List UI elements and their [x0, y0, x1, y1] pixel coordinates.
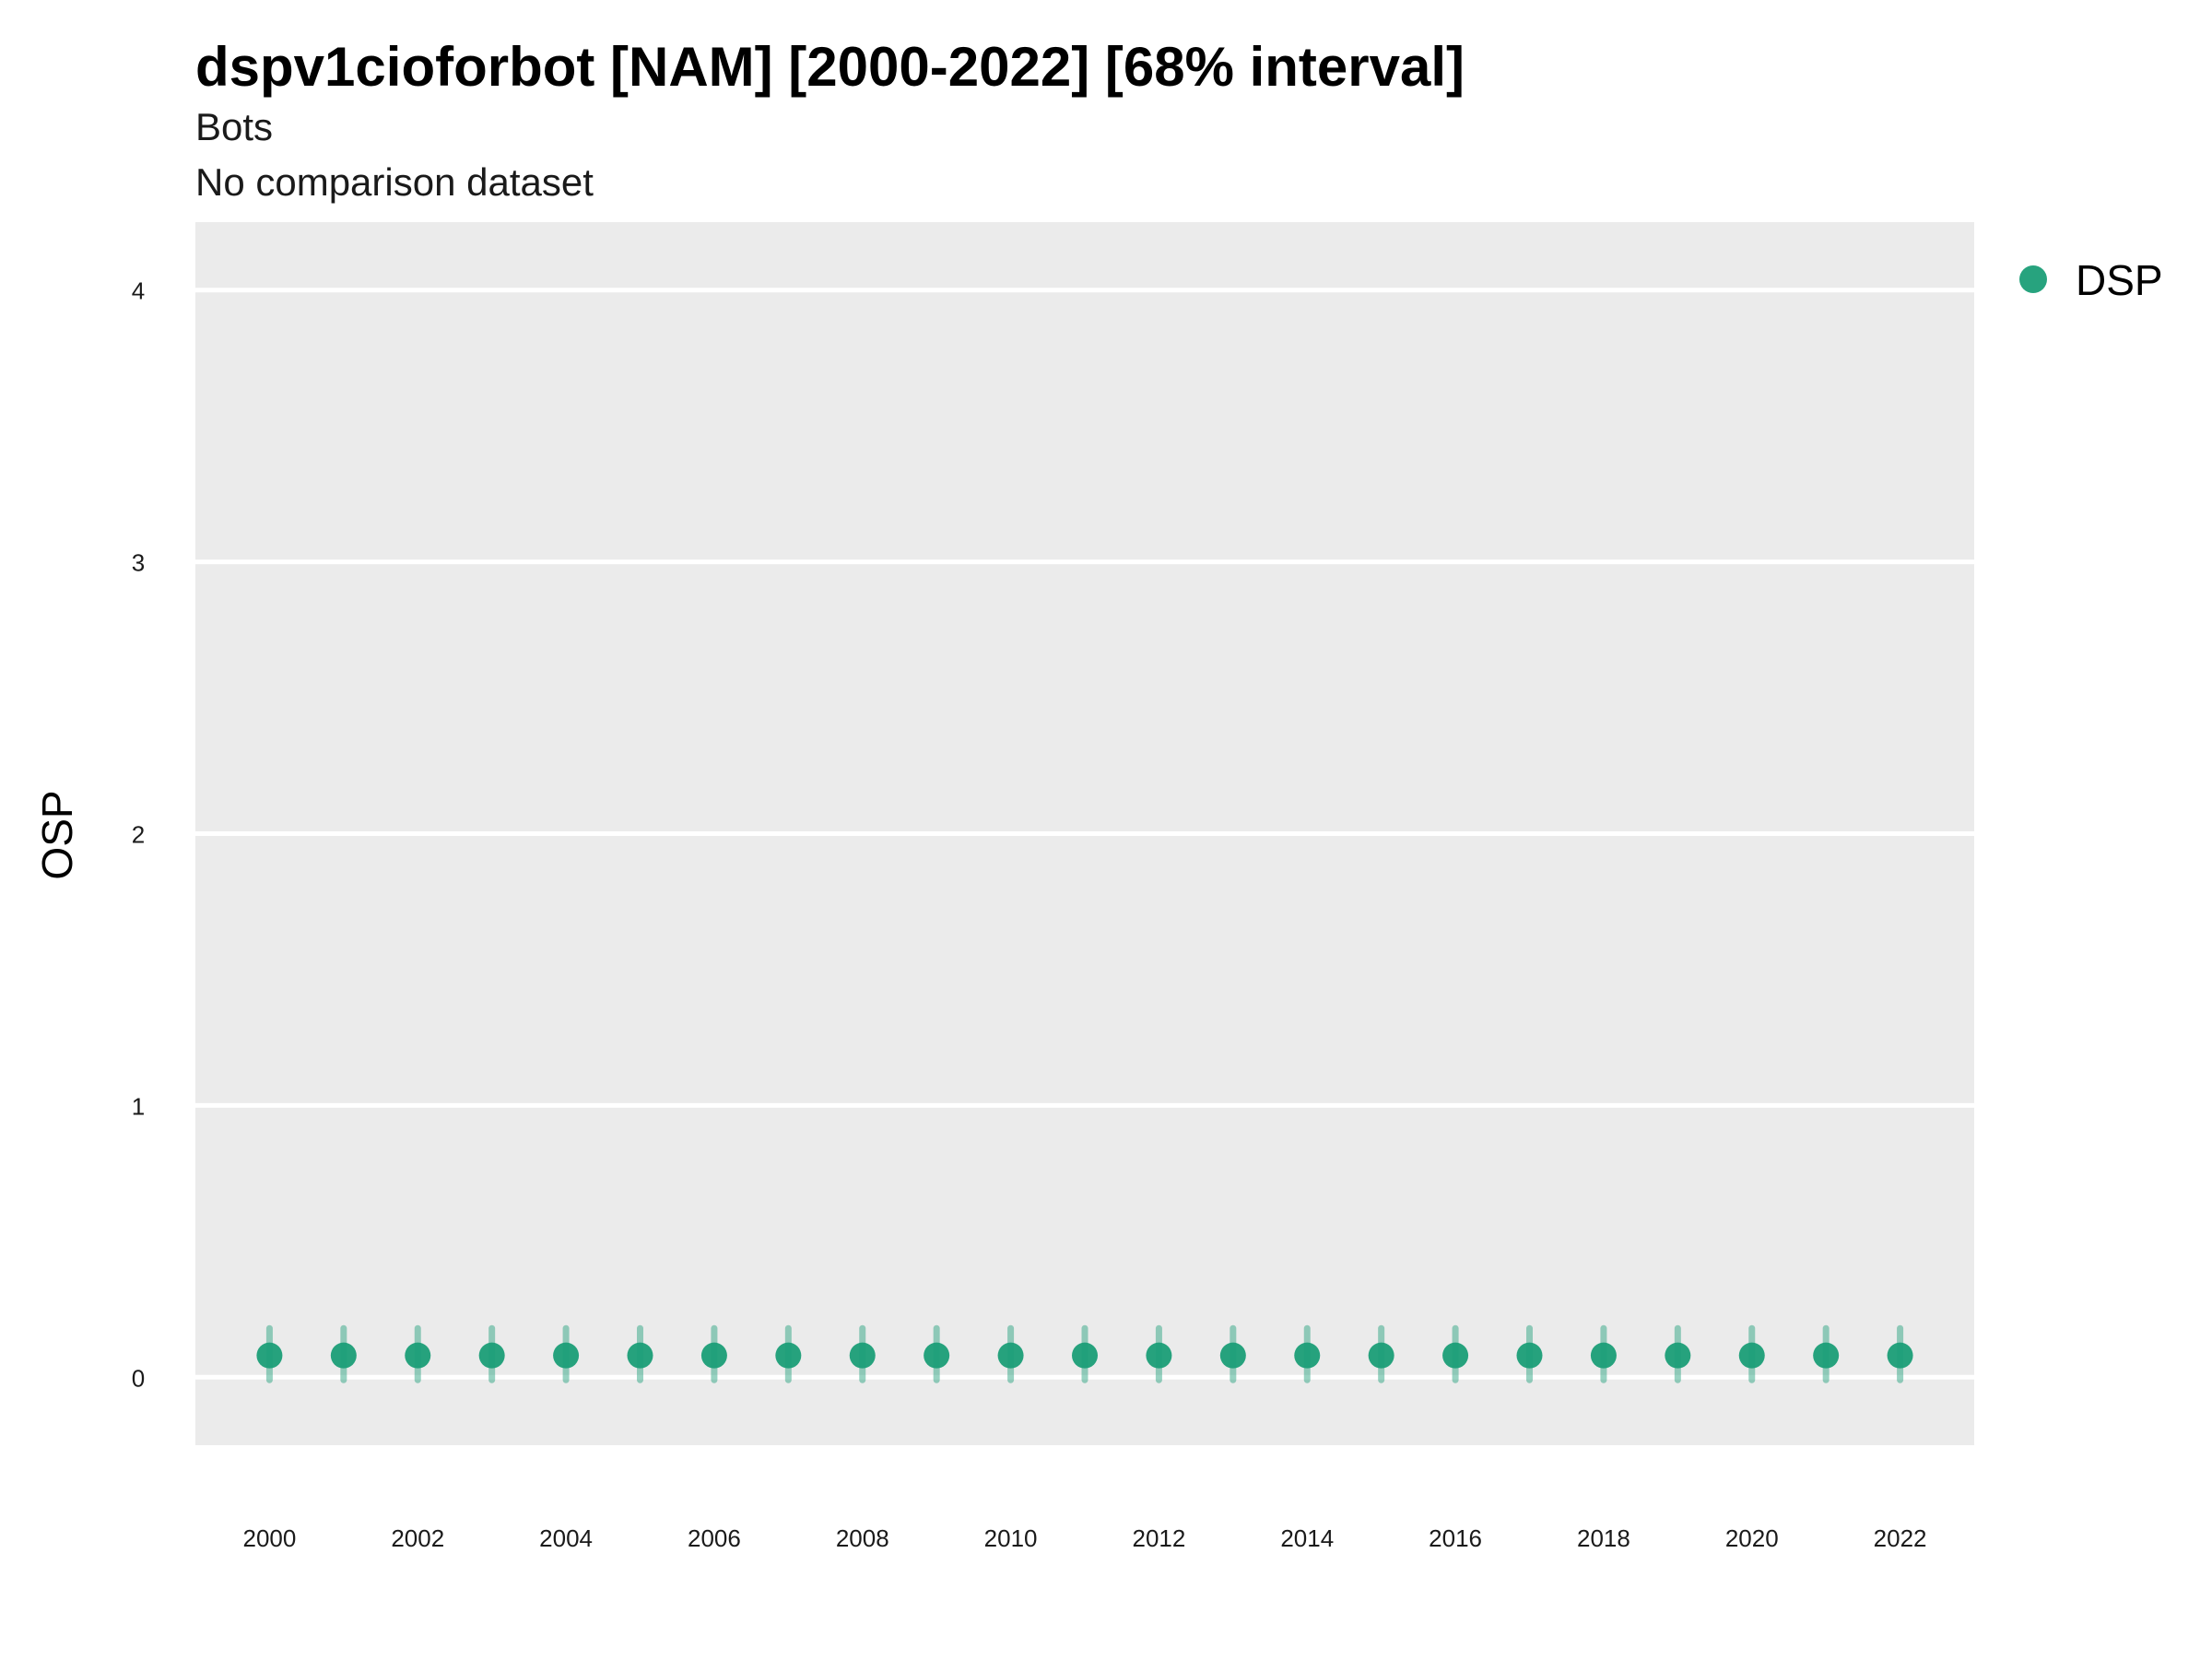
x-tick-label: 2006: [688, 1524, 741, 1552]
data-marks: [256, 1324, 1913, 1383]
x-tick-label: 2014: [1280, 1524, 1334, 1552]
x-tick-label: 2008: [836, 1524, 889, 1552]
data-point: [330, 1342, 357, 1369]
data-point: [405, 1342, 431, 1369]
x-axis-tick-labels: 2000 2002 2004 2006 2008 2010 2012 2014 2016 2018…: [242, 1524, 1926, 1552]
x-tick-label: 2010: [984, 1524, 1038, 1552]
data-point: [478, 1342, 505, 1369]
data-point: [553, 1342, 580, 1369]
grid-lines: [195, 288, 1974, 1380]
data-point: [1590, 1342, 1617, 1369]
x-tick-label: 2000: [242, 1524, 296, 1552]
data-point: [849, 1342, 876, 1369]
y-tick-label: 1: [132, 1092, 145, 1120]
chart-title: dspv1cioforbot [NAM] [2000-2022] [68% in…: [195, 36, 1465, 98]
x-tick-label: 2012: [1132, 1524, 1185, 1552]
x-tick-label: 2018: [1577, 1524, 1630, 1552]
y-axis-tick-labels: 0 1 2 3 4: [132, 277, 145, 1393]
x-tick-label: 2020: [1725, 1524, 1779, 1552]
data-point: [1738, 1342, 1765, 1369]
y-tick-label: 3: [132, 549, 145, 577]
data-point: [775, 1342, 802, 1369]
y-tick-label: 2: [132, 821, 145, 849]
data-point: [700, 1342, 727, 1369]
data-point: [1813, 1342, 1840, 1369]
x-tick-label: 2002: [391, 1524, 444, 1552]
data-point: [1442, 1342, 1469, 1369]
data-point: [1219, 1342, 1246, 1369]
legend: DSP: [2019, 256, 2163, 304]
data-point: [1072, 1342, 1098, 1369]
y-tick-label: 0: [132, 1364, 145, 1392]
y-tick-label: 4: [132, 277, 145, 305]
data-point: [1294, 1342, 1321, 1369]
y-axis-label: OSP: [33, 790, 81, 879]
data-point: [1146, 1342, 1172, 1369]
data-point: [924, 1342, 950, 1369]
x-tick-label: 2004: [539, 1524, 593, 1552]
x-tick-label: 2022: [1874, 1524, 1927, 1552]
x-tick-label: 2016: [1429, 1524, 1482, 1552]
legend-key: [2019, 265, 2047, 293]
data-point: [997, 1342, 1024, 1369]
data-point: [1887, 1342, 1913, 1369]
data-point: [627, 1342, 653, 1369]
data-point: [1665, 1342, 1691, 1369]
data-point: [256, 1342, 283, 1369]
data-point: [1516, 1342, 1543, 1369]
legend-label: DSP: [2076, 256, 2163, 304]
chart-caption: No comparison dataset: [195, 160, 594, 204]
chart-subtitle: Bots: [195, 105, 274, 148]
data-point: [1368, 1342, 1394, 1369]
